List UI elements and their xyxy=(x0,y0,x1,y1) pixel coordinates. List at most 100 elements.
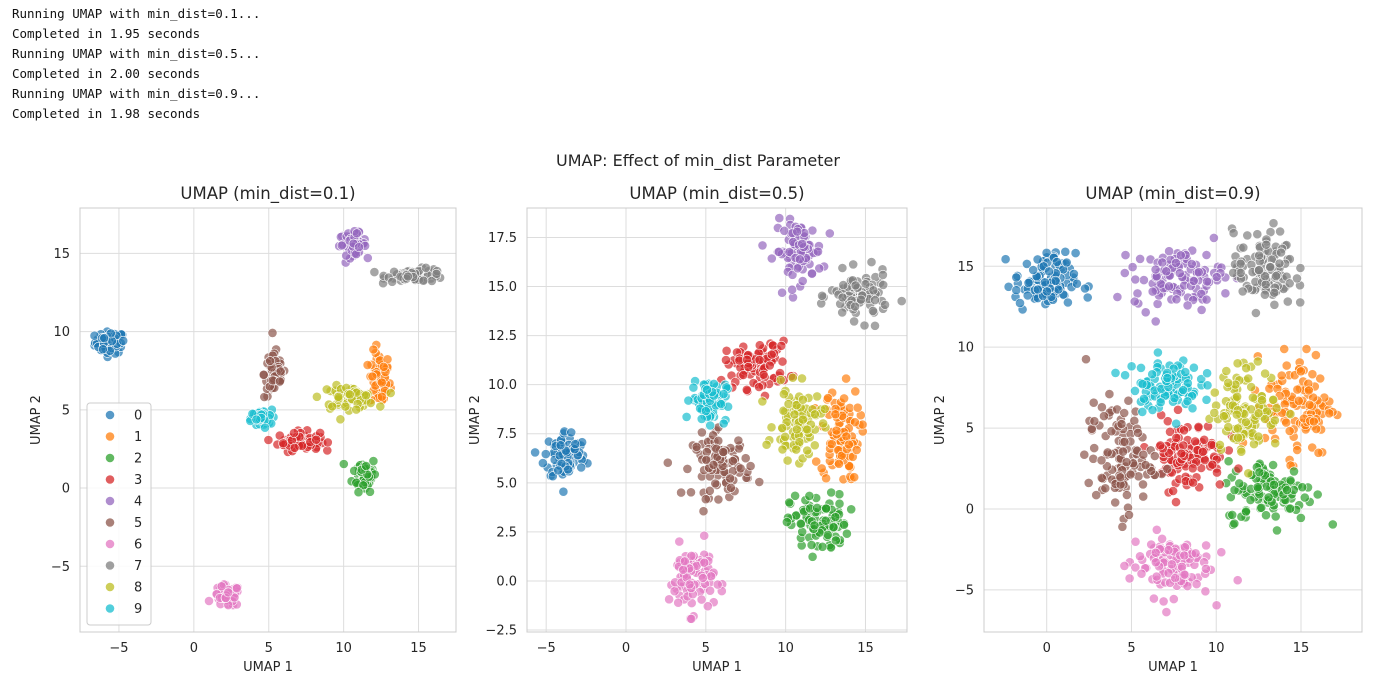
point-digit-8 xyxy=(783,399,794,409)
x-tick-label: 5 xyxy=(265,641,273,656)
point-digit-4 xyxy=(1130,274,1141,285)
point-digit-6 xyxy=(698,573,708,583)
point-digit-8 xyxy=(340,401,351,412)
point-digit-4 xyxy=(1164,281,1174,292)
point-digit-4 xyxy=(1152,298,1163,309)
point-digit-0 xyxy=(98,344,108,355)
point-digit-4 xyxy=(1220,288,1231,299)
point-digit-8 xyxy=(335,414,346,425)
point-digit-4 xyxy=(1171,294,1182,305)
point-digit-3 xyxy=(289,442,300,453)
point-digit-7 xyxy=(837,307,848,318)
point-digit-2 xyxy=(1285,475,1296,486)
point-digit-8 xyxy=(1243,373,1254,384)
point-digit-2 xyxy=(1229,485,1240,495)
point-digit-1 xyxy=(1315,373,1326,384)
point-digit-0 xyxy=(538,458,548,468)
point-digit-6 xyxy=(1166,559,1177,570)
point-digit-3 xyxy=(322,437,333,448)
point-digit-6 xyxy=(664,594,674,605)
point-digit-8 xyxy=(321,384,332,395)
point-digit-8 xyxy=(761,439,772,450)
point-digit-0 xyxy=(1070,248,1081,258)
point-digit-8 xyxy=(802,424,813,435)
point-digit-7 xyxy=(1260,271,1270,282)
point-digit-5 xyxy=(728,456,738,466)
point-digit-5 xyxy=(1100,483,1111,494)
point-digit-1 xyxy=(823,393,833,403)
point-digit-7 xyxy=(1228,228,1239,238)
legend-marker xyxy=(105,496,115,506)
point-digit-6 xyxy=(1201,540,1211,551)
point-digit-7 xyxy=(387,276,398,287)
point-digit-5 xyxy=(726,482,736,493)
scatter-panel-3: 0 5 10 15 −5 0 5 10 15 UMAP (min_dist=0.9) UMAP 1 U… xyxy=(933,184,1363,675)
point-digit-7 xyxy=(880,299,890,310)
point-digit-7 xyxy=(856,294,866,305)
point-digit-4 xyxy=(824,228,835,239)
point-digit-3 xyxy=(1176,448,1187,459)
point-digit-5 xyxy=(1089,416,1100,427)
point-digit-8 xyxy=(1270,438,1281,449)
point-digit-9 xyxy=(1130,385,1140,396)
point-digit-6 xyxy=(1200,586,1211,597)
point-digit-3 xyxy=(1178,440,1189,451)
point-digit-8 xyxy=(778,405,789,416)
point-digit-5 xyxy=(708,459,719,470)
point-digit-7 xyxy=(1260,289,1270,300)
point-digit-0 xyxy=(563,464,573,475)
point-digit-3 xyxy=(1179,425,1189,436)
legend-label: 5 xyxy=(134,516,142,531)
point-digit-5 xyxy=(1097,402,1107,413)
point-digit-5 xyxy=(710,478,721,489)
point-digit-1 xyxy=(1292,384,1303,395)
point-digit-8 xyxy=(385,388,396,398)
point-digit-8 xyxy=(1248,392,1258,403)
point-digit-6 xyxy=(1179,569,1190,580)
point-digit-8 xyxy=(1236,446,1247,457)
point-digit-1 xyxy=(1324,408,1335,419)
point-digit-5 xyxy=(1088,397,1099,408)
point-digit-7 xyxy=(866,257,877,267)
y-tick-label: 2.5 xyxy=(496,525,517,540)
legend-label: 4 xyxy=(134,495,142,510)
point-digit-8 xyxy=(791,444,802,455)
point-digit-5 xyxy=(1091,490,1102,500)
point-digit-1 xyxy=(378,361,389,372)
point-digit-0 xyxy=(540,449,551,459)
point-digit-9 xyxy=(260,422,270,433)
point-digit-0 xyxy=(1028,265,1039,275)
point-digit-1 xyxy=(362,360,373,370)
point-digit-9 xyxy=(718,418,729,429)
point-digit-8 xyxy=(1231,409,1242,420)
point-digit-7 xyxy=(1269,299,1280,310)
point-digit-3 xyxy=(721,355,731,365)
y-axis-label: UMAP 2 xyxy=(29,395,44,445)
point-digit-5 xyxy=(258,369,269,380)
point-digit-3 xyxy=(1233,463,1244,474)
point-digit-7 xyxy=(1265,227,1276,237)
point-digit-7 xyxy=(859,320,870,331)
point-digit-7 xyxy=(848,259,859,270)
x-tick-label: −5 xyxy=(537,641,556,656)
point-digit-5 xyxy=(1138,491,1149,502)
point-digit-8 xyxy=(1215,439,1225,450)
legend-marker xyxy=(105,517,115,528)
point-digit-5 xyxy=(1117,521,1128,532)
x-tick-label: 10 xyxy=(777,641,794,656)
point-digit-0 xyxy=(1032,254,1043,265)
point-digit-2 xyxy=(807,551,818,562)
point-digit-8 xyxy=(1253,431,1264,442)
legend-label: 3 xyxy=(134,473,142,488)
point-digit-4 xyxy=(1201,250,1212,260)
y-tick-label: 5 xyxy=(966,422,974,437)
point-digit-0 xyxy=(1000,254,1011,265)
point-digit-9 xyxy=(1202,380,1213,391)
point-digit-5 xyxy=(1125,469,1136,480)
point-digit-5 xyxy=(1115,472,1126,483)
point-digit-8 xyxy=(1268,394,1279,405)
point-digit-6 xyxy=(1136,568,1147,579)
point-digit-0 xyxy=(1011,272,1022,283)
point-digit-9 xyxy=(1136,362,1146,373)
point-digit-9 xyxy=(718,389,729,399)
